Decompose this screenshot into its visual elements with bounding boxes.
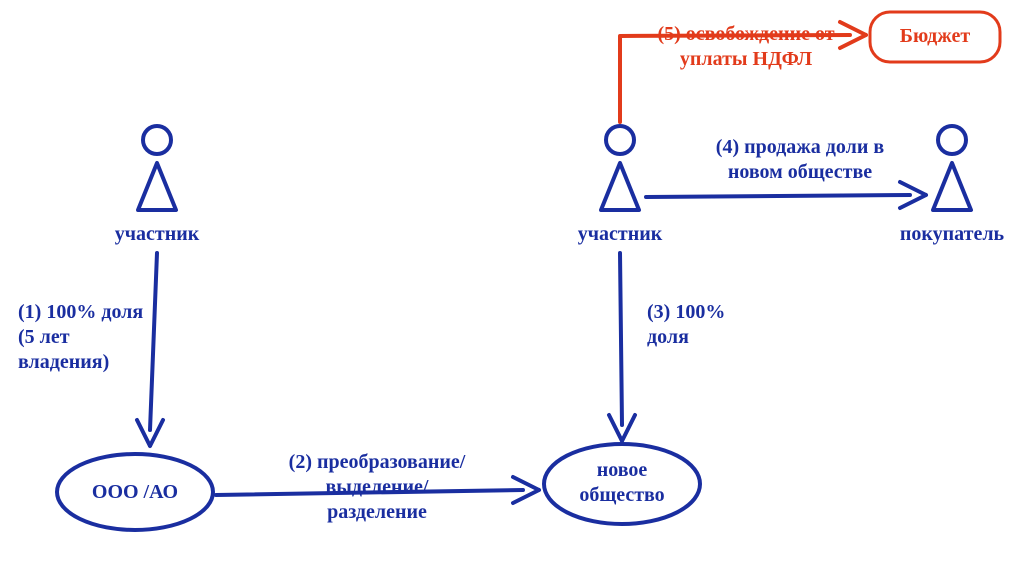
- diagram-stage: участник участник покупатель ООО /АО нов…: [0, 0, 1024, 580]
- node-participant-left: [138, 126, 176, 210]
- label-participant-left: участник: [115, 222, 200, 247]
- edge-3: [609, 253, 635, 441]
- node-buyer: [933, 126, 971, 210]
- edge-4: [646, 182, 926, 208]
- label-ooo-ao: ООО /АО: [92, 480, 178, 505]
- label-buyer: покупатель: [900, 222, 1004, 247]
- label-edge-4: (4) продажа доли в новом обществе: [716, 135, 884, 185]
- label-participant-right: участник: [578, 222, 663, 247]
- label-edge-3: (3) 100% доля: [647, 300, 725, 350]
- label-edge-1: (1) 100% доля (5 лет владения): [18, 300, 143, 375]
- label-edge-2: (2) преобразование/ выделение/ разделени…: [289, 450, 466, 525]
- node-participant-right: [601, 126, 639, 210]
- label-budget: Бюджет: [900, 24, 970, 49]
- label-new-company: новое общество: [579, 458, 664, 508]
- label-edge-5: (5) освобождение от уплаты НДФЛ: [657, 22, 834, 72]
